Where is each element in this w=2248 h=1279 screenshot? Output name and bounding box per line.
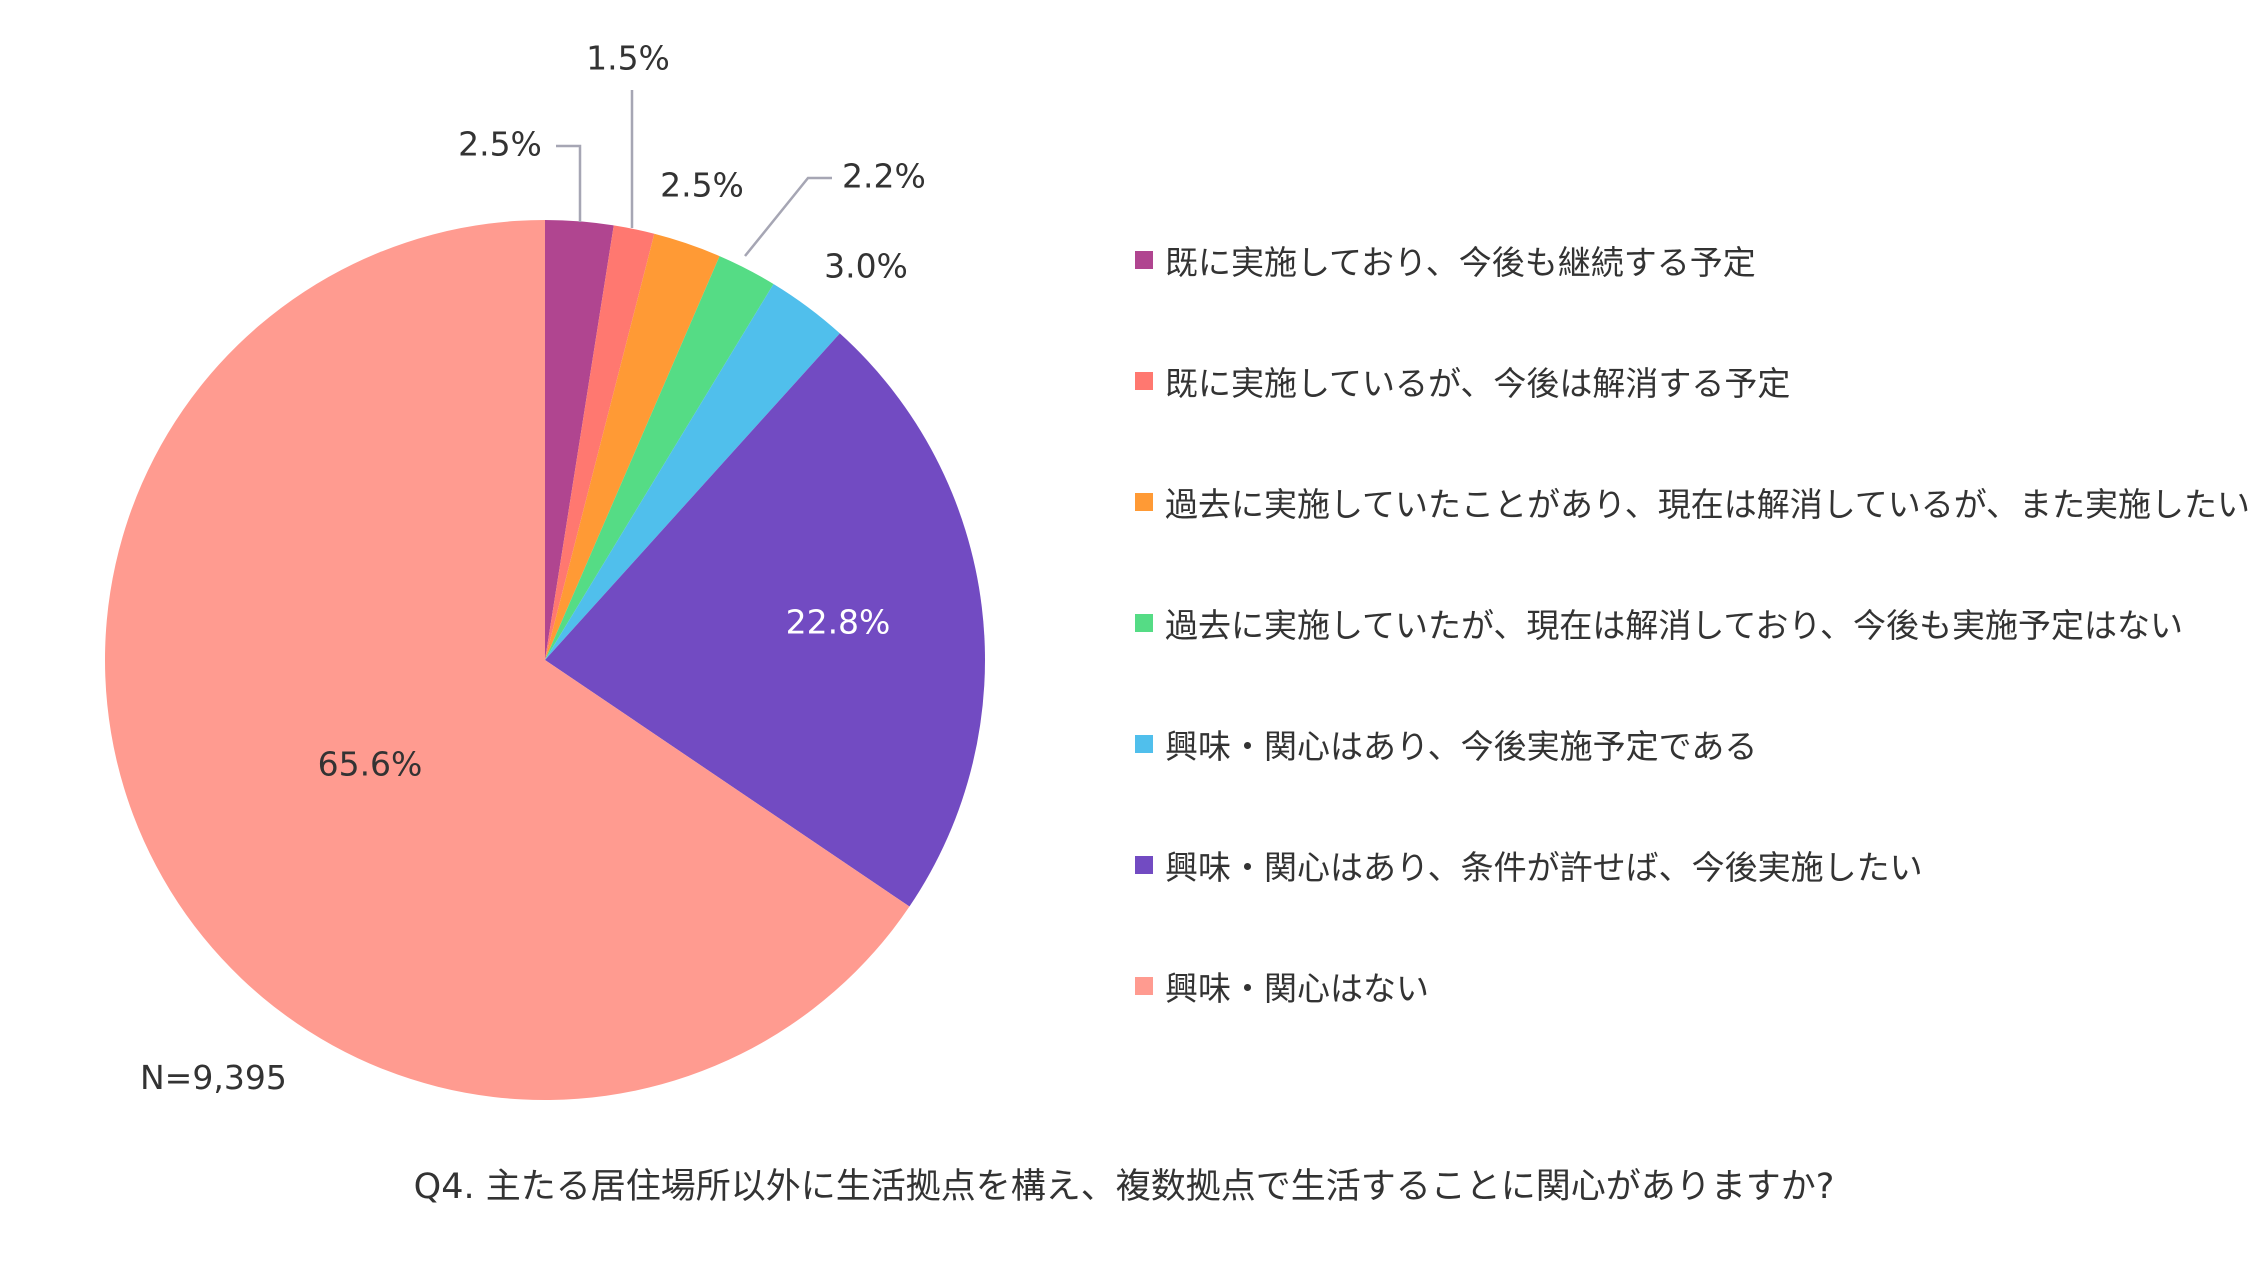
legend-item-1: 既に実施しており、今後も継続する予定 [1135, 240, 1756, 282]
data-label-3: 2.5% [660, 166, 744, 205]
legend-label: 興味・関心はあり、今後実施予定である [1165, 727, 1758, 766]
legend-label: 過去に実施していたことがあり、現在は解消しているが、また実施したい [1165, 485, 2248, 524]
pie-slice-7 [104, 220, 910, 1101]
legend-label: 興味・関心はあり、条件が許せば、今後実施したい [1165, 848, 1923, 887]
legend-item-7: 興味・関心はない [1135, 966, 1429, 1008]
legend-swatch [1135, 372, 1153, 390]
legend-swatch [1135, 977, 1153, 995]
data-label-1: 2.5% [458, 125, 542, 164]
legend-item-5: 興味・関心はあり、今後実施予定である [1135, 724, 1757, 766]
legend-label: 興味・関心はない [1165, 969, 1429, 1008]
legend-item-6: 興味・関心はあり、条件が許せば、今後実施したい [1135, 845, 1923, 887]
legend-label: 過去に実施していたが、現在は解消しており、今後も実施予定はない [1165, 606, 2184, 645]
data-label-7: 65.6% [318, 745, 423, 784]
pie-slice-1 [545, 220, 614, 660]
pie-slice-3 [545, 233, 720, 660]
legend-swatch [1135, 614, 1153, 632]
data-label-5: 3.0% [824, 247, 908, 286]
legend-swatch [1135, 493, 1153, 511]
pie-slice-4 [545, 256, 774, 660]
legend-item-2: 既に実施しているが、今後は解消する予定 [1135, 361, 1790, 403]
pie-slice-6 [545, 333, 985, 907]
legend-swatch [1135, 251, 1153, 269]
legend-label: 既に実施しているが、今後は解消する予定 [1165, 364, 1791, 403]
legend-swatch [1135, 735, 1153, 753]
sample-size-note: N=9,395 [140, 1058, 287, 1097]
leader-line-4 [744, 176, 832, 257]
pie-slice-5 [545, 283, 840, 660]
data-label-4: 2.2% [842, 157, 926, 196]
legend-label: 既に実施しており、今後も継続する予定 [1165, 243, 1756, 282]
legend-swatch [1135, 856, 1153, 874]
data-label-2: 1.5% [586, 39, 670, 78]
legend-item-4: 過去に実施していたが、現在は解消しており、今後も実施予定はない [1135, 603, 2183, 645]
data-label-6: 22.8% [786, 603, 891, 642]
legend-item-3: 過去に実施していたことがあり、現在は解消しているが、また実施したい [1135, 482, 2248, 524]
question-caption: Q4. 主たる居住場所以外に生活拠点を構え、複数拠点で生活することに関心がありま… [413, 1167, 1835, 1207]
pie-slice-2 [545, 225, 655, 660]
leader-line-1 [556, 144, 582, 222]
